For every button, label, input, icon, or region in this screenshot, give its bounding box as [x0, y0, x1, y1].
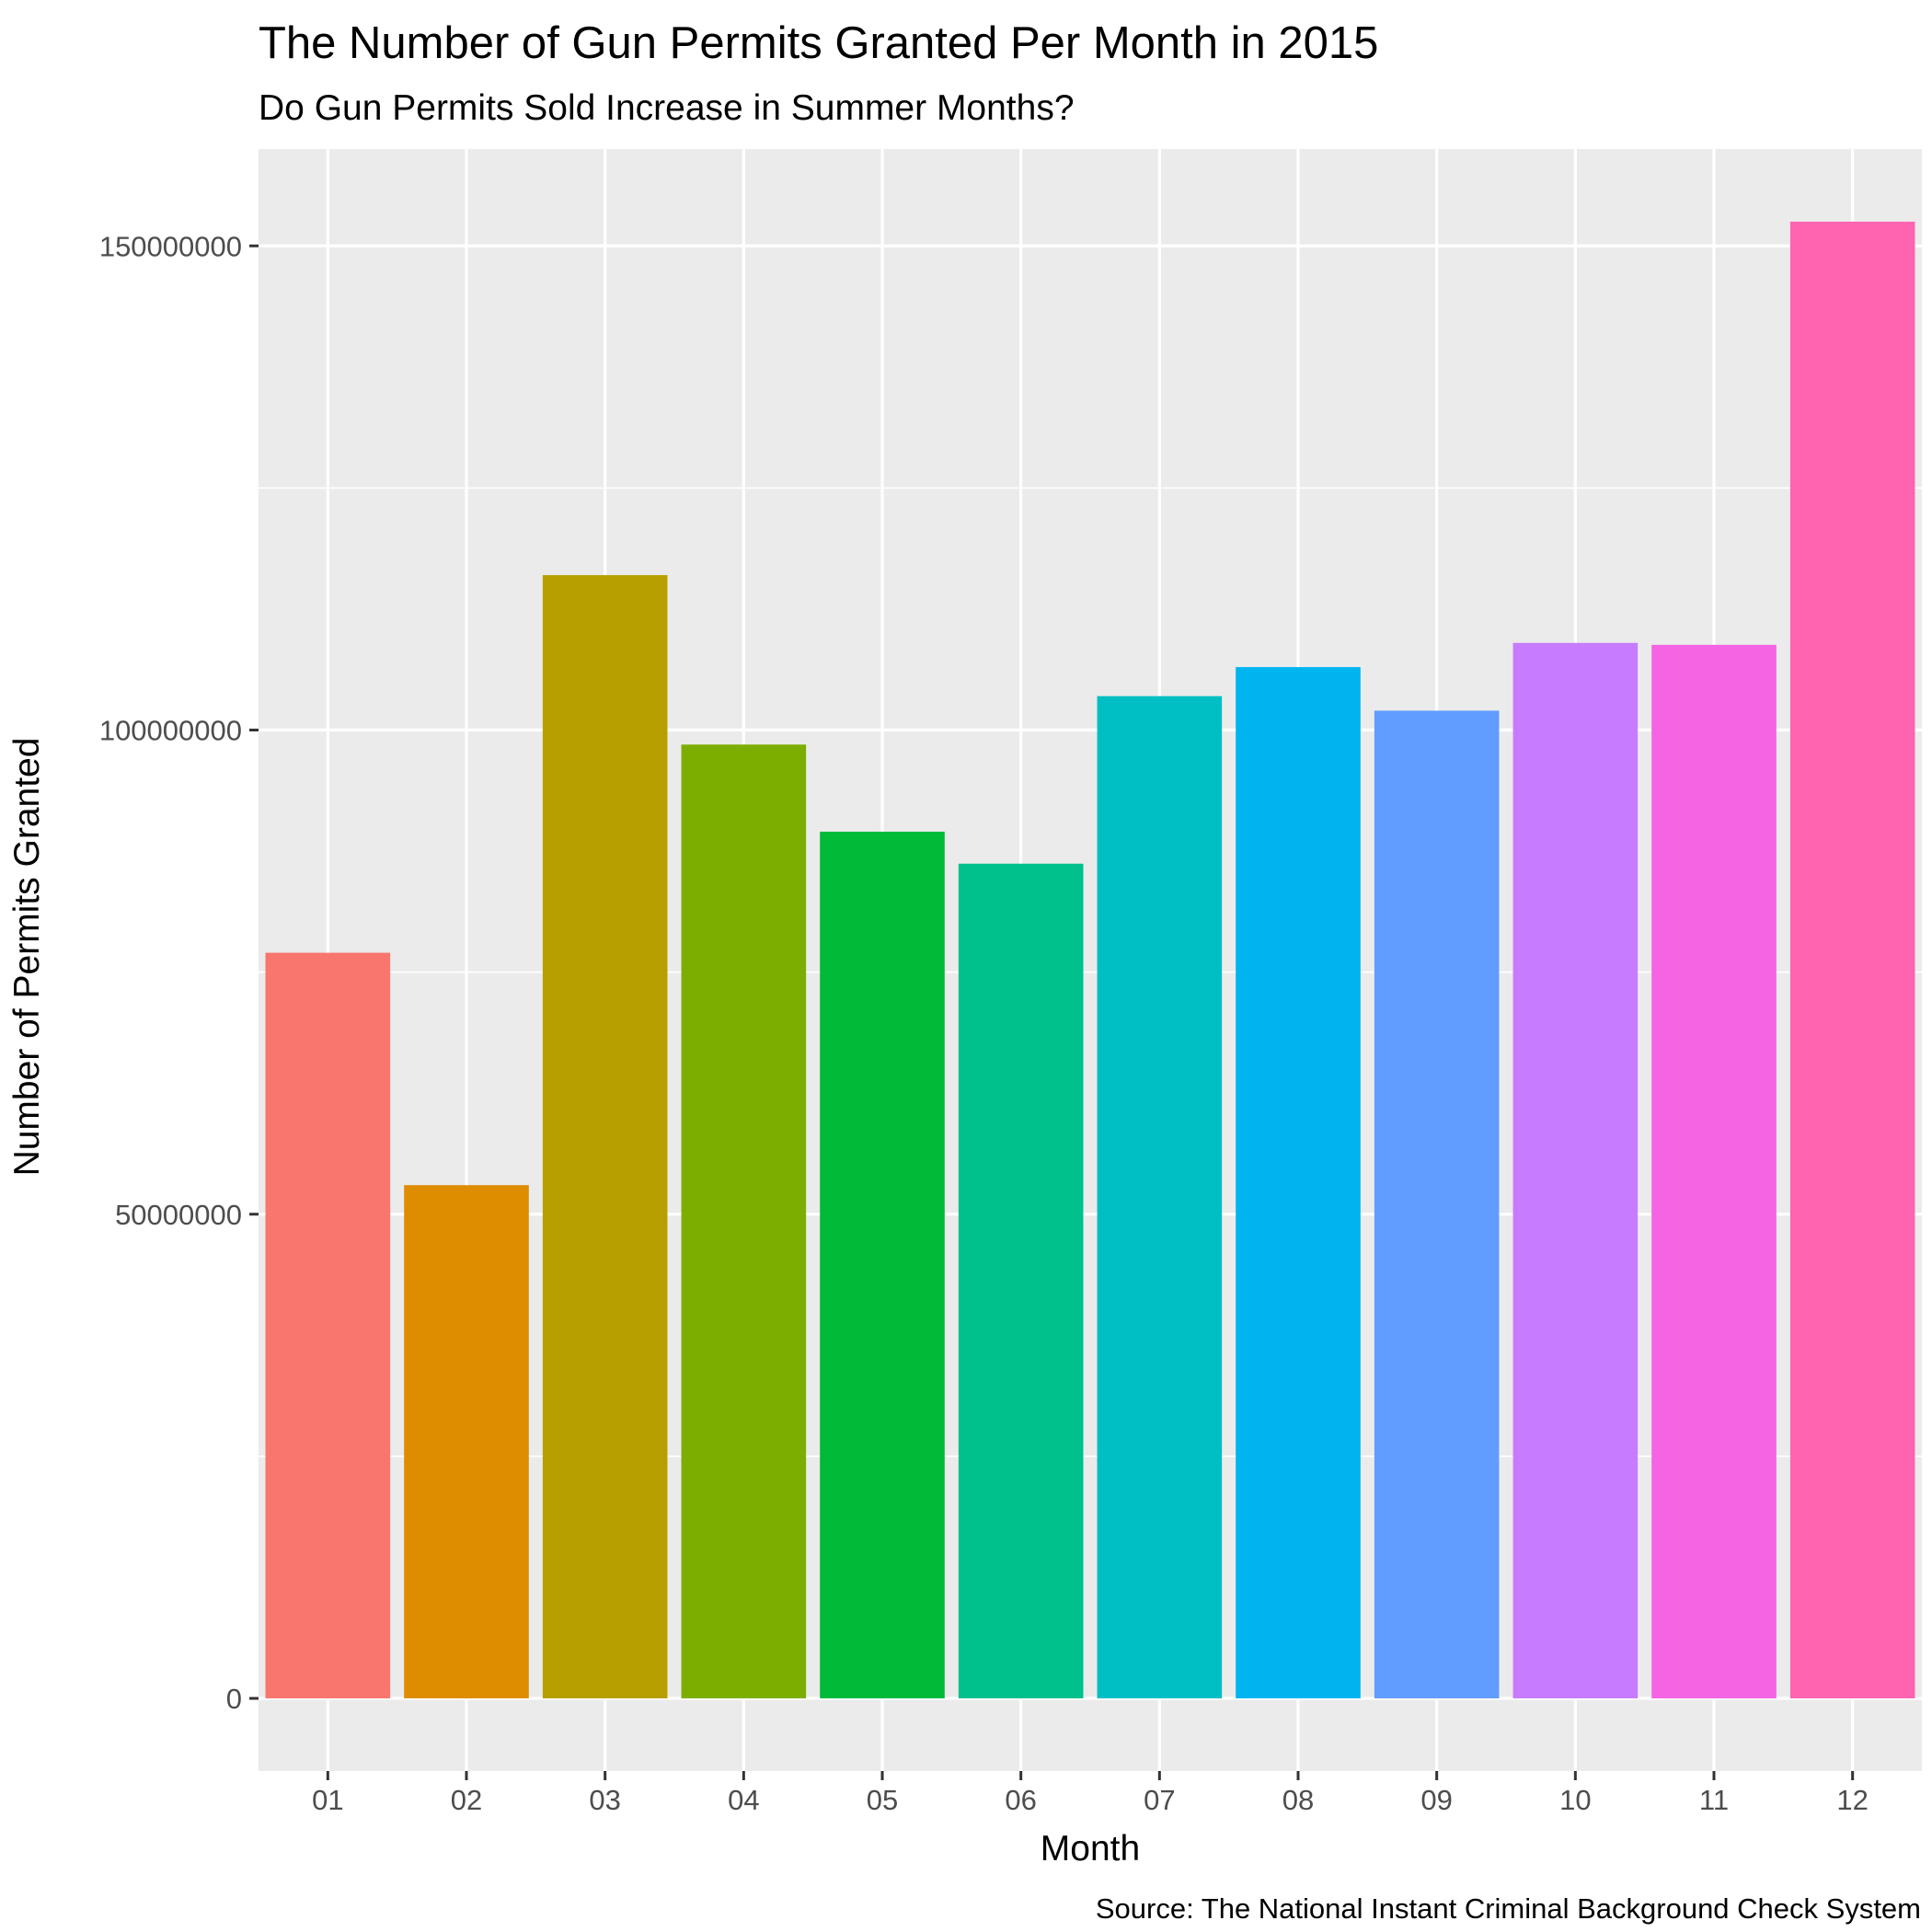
bar-08 — [1236, 667, 1361, 1699]
x-axis-title: Month — [1041, 1829, 1140, 1869]
y-tick-label: 150000000 — [99, 230, 242, 262]
x-tick-label: 01 — [312, 1784, 343, 1816]
bar-02 — [404, 1185, 529, 1699]
plot-panel — [259, 149, 1922, 1771]
y-axis-title: Number of Permits Granted — [7, 738, 47, 1177]
x-tick-label: 04 — [728, 1784, 759, 1816]
x-tick-label: 07 — [1144, 1784, 1175, 1816]
bar-05 — [820, 832, 945, 1699]
bar-01 — [265, 952, 391, 1699]
bars — [265, 221, 1915, 1699]
bar-03 — [542, 575, 668, 1699]
y-tick-label: 0 — [226, 1683, 242, 1715]
x-tick-label: 05 — [867, 1784, 898, 1816]
bar-06 — [958, 863, 1084, 1699]
chart-title: The Number of Gun Permits Granted Per Mo… — [259, 18, 1378, 68]
x-tick-label: 09 — [1420, 1784, 1452, 1816]
x-tick-label: 08 — [1282, 1784, 1314, 1816]
chart-subtitle: Do Gun Permits Sold Increase in Summer M… — [259, 88, 1075, 128]
x-tick-label: 12 — [1836, 1784, 1868, 1816]
axes: 0 50000000 100000000 150000000 01 02 03 04 05 06 0… — [99, 230, 1869, 1816]
chart-caption: Source: The National Instant Criminal Ba… — [1096, 1892, 1921, 1925]
bar-11 — [1651, 644, 1777, 1699]
bar-07 — [1097, 696, 1223, 1699]
x-tick-label: 03 — [589, 1784, 620, 1816]
x-tick-label: 06 — [1005, 1784, 1036, 1816]
y-tick-label: 50000000 — [115, 1199, 242, 1231]
bar-10 — [1512, 642, 1639, 1699]
x-tick-label: 11 — [1699, 1784, 1729, 1816]
bar-09 — [1374, 710, 1500, 1699]
bar-12 — [1789, 221, 1915, 1699]
x-tick-label: 02 — [451, 1784, 482, 1816]
bar-04 — [681, 744, 807, 1699]
y-tick-label: 100000000 — [99, 715, 242, 747]
x-tick-label: 10 — [1559, 1784, 1591, 1816]
